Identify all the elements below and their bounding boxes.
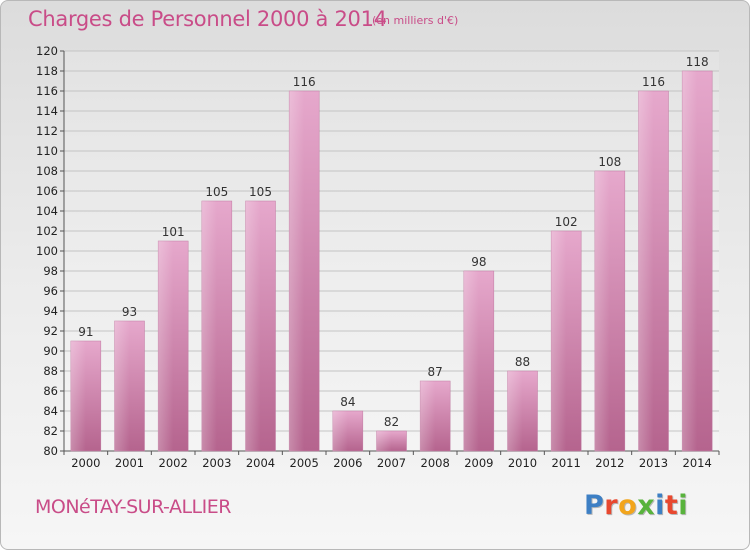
x-tick-label-2010: 2010 [508,456,537,470]
y-tick-label: 96 [43,284,58,298]
y-tick-label: 90 [43,344,58,358]
y-tick-label: 80 [43,444,58,458]
bar-sheen-2005 [289,91,305,451]
data-label-2000: 91 [78,325,93,339]
y-tick-label: 116 [36,84,58,98]
data-label-2001: 93 [122,305,137,319]
x-tick-label-2000: 2000 [71,456,100,470]
y-tick-label: 102 [36,224,58,238]
x-tick-label-2011: 2011 [552,456,581,470]
data-label-2010: 88 [515,355,530,369]
logo-letter: x [637,490,656,521]
y-tick-label: 82 [43,424,58,438]
logo-letter: o [618,490,638,521]
bar-sheen-2014 [682,71,698,451]
x-tick-label-2002: 2002 [159,456,188,470]
y-tick-label: 88 [43,364,58,378]
logo-letter: t [664,490,679,521]
commune-name: MONéTAY-SUR-ALLIER [35,496,231,518]
chart-title: Charges de Personnel 2000 à 2014 [28,7,387,31]
y-tick-label: 104 [36,204,58,218]
logo-letter: i [678,490,689,521]
x-tick-label-2014: 2014 [683,456,712,470]
y-tick-label: 100 [36,244,58,258]
data-label-2009: 98 [471,255,486,269]
y-tick-label: 106 [36,184,58,198]
logo-letter: P [584,490,605,521]
data-label-2004: 105 [249,185,272,199]
proxiti-logo: Proxiti [584,490,688,521]
bar-sheen-2000 [70,341,86,451]
bar-sheen-2012 [594,171,610,451]
y-tick-label: 120 [36,44,58,58]
y-tick-label: 92 [43,324,58,338]
data-label-2005: 116 [293,75,316,89]
data-label-2006: 84 [340,395,355,409]
logo-letter: r [604,490,619,521]
data-label-2008: 87 [428,365,443,379]
bar-sheen-2011 [551,231,567,451]
x-tick-label-2008: 2008 [421,456,450,470]
axis-layer: 80 82 84 86 88 90 92 94 96 98 100 102 104 106 108 110 11… [36,44,720,470]
data-label-2007: 82 [384,415,399,429]
bar-sheen-2013 [638,91,654,451]
data-label-2011: 102 [555,215,578,229]
y-tick-label: 110 [36,144,58,158]
chart-unit: (en milliers d'€) [372,14,459,27]
x-tick-label-2009: 2009 [464,456,493,470]
data-label-2012: 108 [598,155,621,169]
x-tick-label-2005: 2005 [290,456,319,470]
bar-sheen-2010 [507,371,523,451]
x-tick-label-2012: 2012 [595,456,624,470]
y-tick-label: 112 [36,124,58,138]
y-tick-label: 98 [43,264,58,278]
bar-sheen-2008 [420,381,436,451]
x-tick-label-2006: 2006 [333,456,362,470]
y-tick-label: 86 [43,384,58,398]
data-label-2003: 105 [205,185,228,199]
data-label-2013: 116 [642,75,665,89]
y-tick-label: 118 [36,64,58,78]
x-tick-label-2001: 2001 [115,456,144,470]
y-tick-label: 84 [43,404,58,418]
logo-letter: i [655,490,665,521]
data-label-2002: 101 [162,225,185,239]
bar-sheen-2003 [201,201,217,451]
bar-sheen-2002 [158,241,174,451]
x-tick-label-2004: 2004 [246,456,275,470]
label-layer: 91 93 101 105 105 116 84 82 87 98 88 102 108 116 118 [78,55,708,429]
y-tick-label: 94 [43,304,58,318]
x-tick-label-2013: 2013 [639,456,668,470]
y-tick-label: 114 [36,104,58,118]
bar-layer [70,70,713,452]
bar-sheen-2007 [376,431,392,451]
bar-sheen-2001 [114,321,130,451]
x-tick-label-2003: 2003 [202,456,231,470]
data-label-2014: 118 [686,55,709,69]
x-tick-label-2007: 2007 [377,456,406,470]
bar-sheen-2004 [245,201,261,451]
bar-sheen-2006 [332,411,348,451]
bar-sheen-2009 [463,271,479,451]
y-tick-label: 108 [36,164,58,178]
